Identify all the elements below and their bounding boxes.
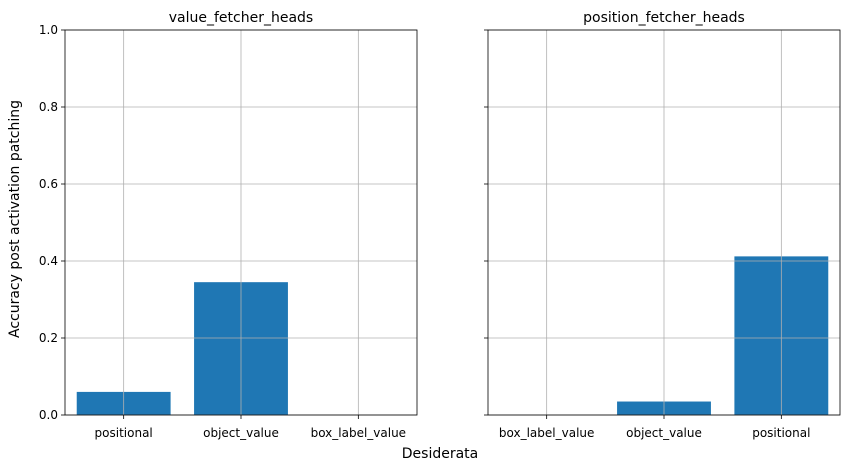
- y-tick-label: 1.0: [39, 23, 58, 37]
- x-tick-label: box_label_value: [311, 426, 407, 440]
- y-tick-label: 0.6: [39, 177, 58, 191]
- x-tick-label: positional: [95, 426, 153, 440]
- x-axis-label: Desiderata: [402, 446, 478, 462]
- y-axis-label: Accuracy post activation patching: [7, 100, 23, 338]
- y-tick-label: 0.8: [39, 100, 58, 114]
- plot-area-position-fetcher-heads: box_label_value object_value positional: [484, 29, 841, 440]
- subplot-title-position-fetcher-heads: position_fetcher_heads: [583, 10, 745, 26]
- x-tick-label: object_value: [203, 426, 279, 440]
- subplot-position-fetcher-heads: position_fetcher_heads box_label_value ob…: [484, 10, 841, 440]
- x-tick-label: positional: [752, 426, 810, 440]
- subplot-title-value-fetcher-heads: value_fetcher_heads: [169, 10, 313, 26]
- x-tick-label: object_value: [626, 426, 702, 440]
- plot-area-value-fetcher-heads: 0.0 0.2 0.4 0.6 0.8 1.0 positional object_value…: [39, 23, 418, 440]
- x-tick-label: box_label_value: [499, 426, 595, 440]
- y-tick-label: 0.0: [39, 408, 58, 422]
- y-tick-label: 0.4: [39, 254, 58, 268]
- subplot-value-fetcher-heads: value_fetcher_heads 0.0 0.2 0.4 0.6 0.8 1.0 po…: [39, 10, 418, 440]
- y-tick-label: 0.2: [39, 331, 58, 345]
